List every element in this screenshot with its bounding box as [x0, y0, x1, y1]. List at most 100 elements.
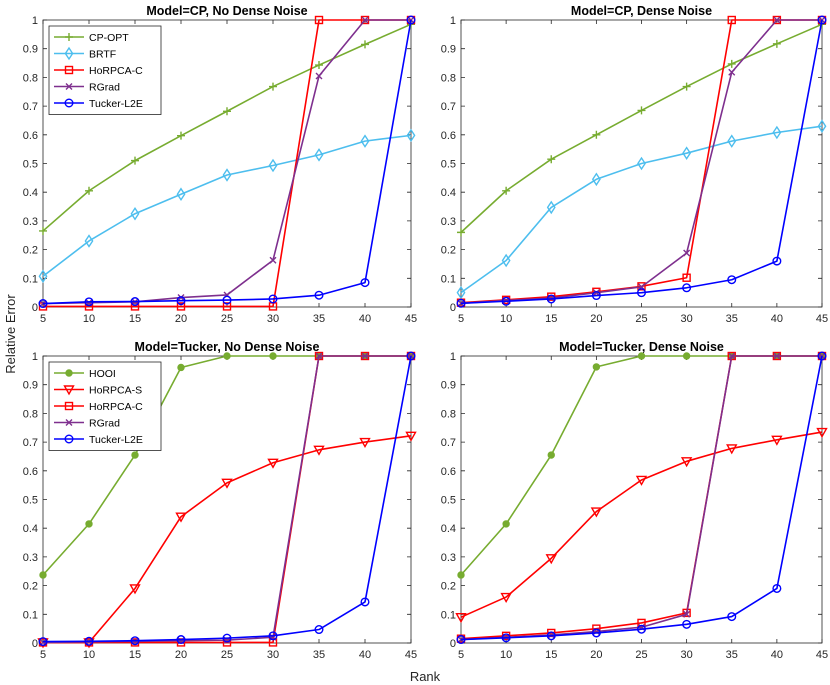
x-tick-label: 10 — [83, 313, 95, 325]
y-tick-label: 0.7 — [441, 101, 456, 113]
series-tucker-l2e — [38, 15, 416, 309]
data-point-brtf — [268, 158, 278, 173]
data-point-tucker-l2e — [727, 612, 737, 622]
data-point-cp-opt — [637, 106, 646, 115]
data-point-rgrad — [683, 610, 691, 618]
x-tick-label: 15 — [129, 649, 141, 661]
data-point-brtf — [222, 168, 232, 182]
y-tick-label: 0 — [450, 638, 456, 650]
data-point-cp-opt — [457, 228, 465, 237]
data-point-brtf — [772, 125, 782, 140]
data-point-tucker-l2e — [546, 294, 556, 304]
data-point-tucker-l2e — [501, 296, 511, 306]
x-tick-label: 5 — [458, 649, 464, 661]
legend-item-tucker-l2e: Tucker-L2E — [54, 98, 143, 110]
data-point-hooi — [85, 520, 93, 528]
data-point-tucker-l2e — [222, 633, 232, 643]
y-tick-label: 0 — [32, 638, 38, 650]
y-tick-label: 0.3 — [23, 216, 38, 228]
y-tick-label: 0 — [32, 302, 38, 314]
data-point-horpca-s — [771, 435, 783, 446]
data-point-rgrad — [773, 352, 781, 360]
legend-label: RGrad — [89, 418, 120, 430]
legend-label: HoRPCA-C — [89, 65, 143, 77]
y-tick-label: 0.6 — [441, 130, 456, 142]
y-axis-label: Relative Error — [3, 294, 18, 374]
series-line-brtf — [42, 134, 412, 277]
data-point-rgrad — [361, 352, 369, 360]
x-tick-label: 10 — [83, 649, 95, 661]
data-point-horpca-c — [682, 608, 691, 618]
data-point-horpca-s — [635, 475, 648, 486]
data-point-rgrad — [361, 16, 369, 24]
data-point-horpca-s — [129, 584, 141, 595]
y-tick-label: 0.9 — [441, 380, 456, 392]
x-tick-label: 5 — [458, 313, 464, 325]
data-point-tucker-l2e — [637, 624, 647, 634]
data-point-hooi — [177, 363, 185, 372]
data-point-tucker-l2e — [456, 298, 466, 308]
data-point-cp-opt — [269, 82, 277, 91]
data-point-horpca-c — [727, 15, 736, 25]
y-tick-label: 0.4 — [441, 187, 456, 199]
data-point-hooi — [131, 451, 139, 459]
data-point-hooi — [502, 520, 510, 528]
data-point-brtf — [501, 253, 511, 268]
data-point-brtf — [817, 119, 827, 133]
data-point-horpca-c — [222, 638, 232, 647]
series-line-horpca-c — [43, 19, 411, 308]
data-point-tucker-l2e — [817, 15, 827, 25]
data-point-hooi — [223, 352, 231, 360]
y-tick-label: 0.4 — [441, 523, 456, 535]
legend-label: BRTF — [89, 49, 116, 61]
y-tick-label: 0.9 — [23, 44, 38, 56]
x-tick-label: 5 — [40, 313, 46, 325]
x-tick-label: 40 — [359, 313, 371, 325]
data-point-tucker-l2e — [130, 297, 140, 307]
y-tick-label: 0.3 — [23, 552, 38, 564]
data-point-brtf — [456, 285, 466, 300]
y-tick-label: 1 — [450, 15, 456, 27]
data-point-horpca-c — [130, 302, 140, 311]
data-point-tucker-l2e — [360, 597, 370, 607]
series-line-brtf — [460, 125, 823, 294]
data-point-brtf — [406, 128, 416, 143]
x-tick-label: 30 — [681, 649, 693, 661]
y-tick-label: 0.1 — [441, 609, 456, 621]
legend-item-hooi: HOOI — [54, 368, 116, 380]
y-tick-label: 0.2 — [441, 245, 456, 257]
data-point-rgrad — [269, 256, 277, 264]
legend-marker — [64, 98, 74, 108]
x-axis-label: Rank — [410, 669, 441, 684]
series-brtf — [38, 128, 416, 284]
data-point-horpca-s — [455, 612, 467, 624]
chart-title: Model=Tucker, No Dense Noise — [135, 340, 320, 354]
y-tick-label: 0.5 — [441, 495, 456, 507]
data-point-tucker-l2e — [772, 256, 782, 266]
data-point-brtf — [38, 269, 48, 284]
x-tick-label: 35 — [313, 649, 325, 661]
x-tick-label: 45 — [816, 649, 828, 661]
data-point-cp-opt — [727, 59, 736, 68]
legend-label: Tucker-L2E — [89, 434, 143, 446]
data-point-horpca-s — [267, 458, 279, 469]
data-point-cp-opt — [39, 226, 47, 235]
series-line-tucker-l2e — [460, 355, 823, 641]
x-tick-label: 15 — [545, 649, 557, 661]
legend-label: Tucker-L2E — [89, 98, 143, 110]
data-point-cp-opt — [131, 156, 139, 165]
plot-area — [460, 355, 823, 644]
legend-marker — [65, 83, 73, 90]
y-tick-label: 0.7 — [23, 437, 38, 449]
series-tucker-l2e — [456, 15, 827, 308]
x-tick-label: 15 — [129, 313, 141, 325]
x-tick-label: 25 — [221, 649, 233, 661]
data-point-brtf — [314, 148, 324, 162]
data-point-tucker-l2e — [637, 288, 647, 298]
legend-marker — [64, 401, 74, 411]
data-point-rgrad — [773, 16, 781, 24]
y-tick-label: 0.4 — [23, 523, 38, 535]
y-tick-label: 0.5 — [441, 159, 456, 171]
legend-item-tucker-l2e: Tucker-L2E — [54, 434, 143, 446]
